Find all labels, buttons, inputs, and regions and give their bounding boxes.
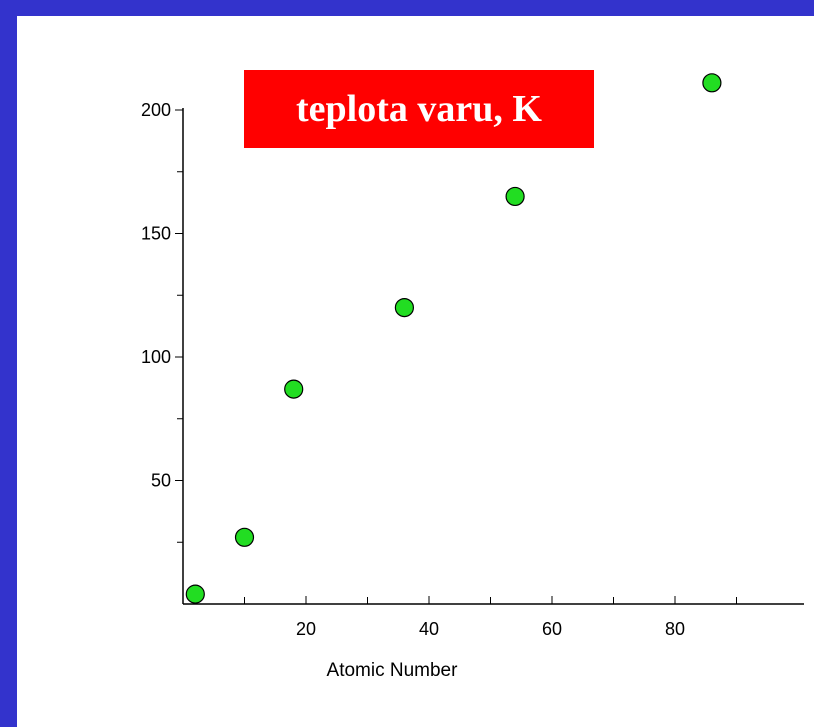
- slide-panel: 50 100 150 200 20 40 60 80 Atomic Number teplot…: [17, 16, 814, 727]
- chart-points: [185, 73, 722, 604]
- data-point: [505, 186, 525, 207]
- chart-tick-labels: 50 100 150 200 20 40 60 80: [141, 100, 685, 639]
- data-point: [185, 584, 205, 604]
- x-tick-label: 60: [542, 619, 562, 639]
- chart-axes: [182, 108, 804, 605]
- y-tick-label: 200: [141, 100, 171, 120]
- data-point: [234, 527, 255, 547]
- x-axis-label: Atomic Number: [327, 660, 459, 681]
- y-tick-label: 50: [151, 471, 171, 491]
- y-tick-label: 150: [141, 224, 171, 244]
- data-point: [702, 73, 722, 93]
- x-tick-label: 20: [296, 619, 316, 639]
- data-point: [394, 298, 414, 318]
- y-tick-label: 100: [141, 347, 171, 367]
- chart-title: teplota varu, K: [296, 88, 542, 130]
- data-point: [284, 379, 304, 399]
- x-tick-label: 80: [665, 619, 685, 639]
- chart-title-box: teplota varu, K: [244, 70, 594, 148]
- scatter-chart: 50 100 150 200 20 40 60 80 Atomic Number: [141, 73, 804, 681]
- x-tick-label: 40: [419, 619, 439, 639]
- chart-ticks: [175, 109, 737, 604]
